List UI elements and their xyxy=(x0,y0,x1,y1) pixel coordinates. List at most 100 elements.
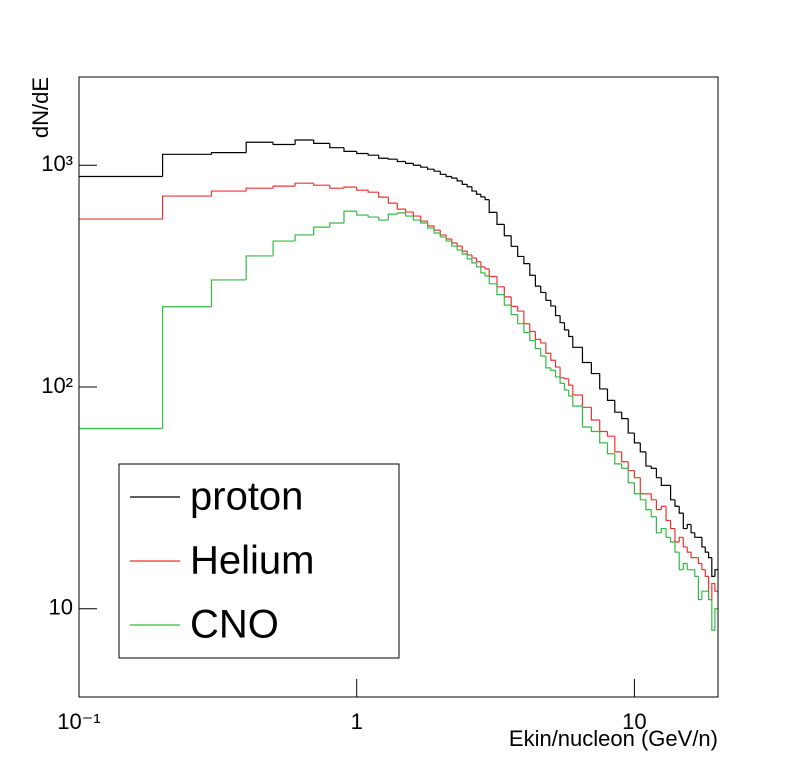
histogram-step xyxy=(343,147,357,152)
x-axis-label: Ekin/nucleon (GeV/n) xyxy=(509,726,718,751)
histogram-step xyxy=(210,190,247,197)
histogram-step xyxy=(554,305,561,317)
histogram-step xyxy=(343,210,357,223)
histogram-step xyxy=(461,180,468,185)
histogram-step xyxy=(559,376,565,384)
histogram-step xyxy=(678,536,684,542)
histogram-step xyxy=(590,362,600,375)
histogram-step xyxy=(378,217,389,221)
y-tick-label: 10 xyxy=(49,595,73,620)
histogram-step xyxy=(572,385,583,396)
histogram-step xyxy=(701,590,706,600)
histogram-step xyxy=(599,431,608,444)
histogram-step xyxy=(387,197,398,204)
histogram-step xyxy=(503,294,512,306)
histogram-step xyxy=(523,256,530,265)
histogram-step xyxy=(480,194,486,198)
histogram-step xyxy=(639,442,646,453)
histogram-step xyxy=(599,419,608,433)
histogram-step xyxy=(650,493,657,501)
histogram-step xyxy=(484,266,490,270)
histogram-step xyxy=(554,370,561,378)
histogram-step xyxy=(568,378,573,386)
histogram-step xyxy=(660,505,667,510)
histogram-step xyxy=(420,220,428,224)
histogram-step xyxy=(697,576,702,601)
histogram-step xyxy=(704,546,709,553)
histogram-step xyxy=(678,552,684,571)
histogram-step xyxy=(572,336,583,348)
histogram-step xyxy=(313,183,330,186)
histogram-step xyxy=(621,451,629,463)
histogram-step xyxy=(517,314,524,325)
histogram-step xyxy=(329,222,344,228)
histogram-step xyxy=(621,412,629,420)
histogram-step xyxy=(412,163,421,166)
histogram-step xyxy=(550,300,556,307)
histogram-step xyxy=(517,246,524,258)
histogram-step xyxy=(682,562,688,570)
histogram-step xyxy=(697,557,702,565)
histogram-step xyxy=(496,283,505,296)
histogram-step xyxy=(356,187,369,191)
histogram-step xyxy=(503,224,512,237)
histogram-step xyxy=(396,159,406,163)
histogram-step xyxy=(461,249,468,255)
histogram-step xyxy=(510,235,518,247)
histogram-step xyxy=(627,418,635,434)
histogram-step xyxy=(405,161,414,164)
histogram-step xyxy=(550,353,556,361)
histogram-step xyxy=(540,339,546,344)
histogram-step xyxy=(633,470,641,479)
histogram-step xyxy=(245,255,274,280)
histogram-step xyxy=(272,185,296,189)
histogram-step xyxy=(534,275,541,287)
histogram-step xyxy=(554,360,561,368)
histogram-step xyxy=(484,196,490,201)
histogram-step xyxy=(633,482,641,495)
histogram-step xyxy=(387,158,398,160)
histogram-step xyxy=(445,174,452,178)
histogram-step xyxy=(294,182,314,187)
histogram-step xyxy=(517,306,524,312)
histogram-step xyxy=(529,332,536,342)
histogram-step xyxy=(488,199,497,213)
histogram-step xyxy=(471,258,477,264)
histogram-step xyxy=(523,311,530,325)
histogram-step xyxy=(704,569,709,577)
histogram-step xyxy=(707,591,712,601)
histogram-step xyxy=(245,187,274,192)
histogram-step xyxy=(639,493,646,501)
histogram-step xyxy=(714,569,718,577)
histogram-step xyxy=(367,190,379,193)
histogram-step xyxy=(686,546,692,553)
histogram-step xyxy=(329,143,344,149)
histogram-step xyxy=(433,228,441,234)
histogram-step xyxy=(426,222,435,229)
histogram-step xyxy=(690,524,695,534)
histogram-step xyxy=(660,527,667,533)
histogram-step xyxy=(475,191,481,195)
histogram-step xyxy=(563,383,569,391)
histogram-step xyxy=(711,582,715,600)
plot-area xyxy=(79,139,718,631)
histogram-step xyxy=(456,178,463,182)
histogram-step xyxy=(606,431,615,437)
histogram-step xyxy=(559,315,565,324)
histogram-step xyxy=(245,141,274,153)
histogram-step xyxy=(356,211,369,216)
histogram-step xyxy=(540,286,546,294)
legend-label: proton xyxy=(190,475,303,519)
histogram-step xyxy=(313,226,330,235)
histogram-step xyxy=(420,165,428,168)
y-tick-label: 10² xyxy=(41,373,73,398)
histogram-step xyxy=(405,213,414,217)
histogram-step xyxy=(650,466,657,469)
histogram-step xyxy=(568,389,573,397)
histogram-step xyxy=(484,272,490,277)
histogram-step xyxy=(356,151,369,155)
histogram-step xyxy=(405,209,414,213)
histogram-step xyxy=(367,153,379,156)
histogram-step xyxy=(439,171,447,175)
histogram-step xyxy=(563,322,569,331)
